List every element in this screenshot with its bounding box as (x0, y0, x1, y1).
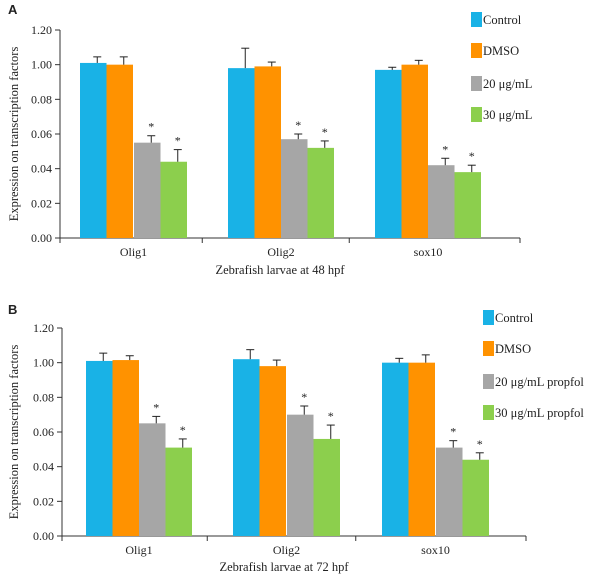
bar (436, 447, 463, 536)
bar (307, 147, 334, 238)
bar (382, 362, 409, 536)
bar (254, 66, 281, 239)
y-axis-title: Expression on transcription factors (7, 345, 21, 520)
y-tick-label: 0.08 (31, 92, 52, 106)
significance-star: * (450, 425, 456, 439)
bar (428, 165, 455, 238)
panel-letter: B (8, 302, 17, 317)
x-tick-label: sox10 (421, 543, 450, 557)
bar (80, 62, 107, 238)
bar (259, 366, 286, 536)
significance-star: * (469, 149, 475, 163)
y-tick-label: 0.02 (33, 494, 54, 508)
bar (112, 360, 139, 536)
legend-swatch (483, 405, 494, 420)
bar (134, 142, 161, 238)
bar (106, 64, 133, 239)
significance-star: * (477, 437, 483, 451)
y-tick-label: 1.20 (33, 321, 54, 335)
bar (86, 360, 113, 536)
legend-label: 30 μg/mL (483, 108, 532, 122)
significance-star: * (295, 118, 301, 132)
bar (165, 447, 192, 536)
bar (454, 172, 481, 238)
y-tick-label: 0.06 (33, 425, 54, 439)
bar (233, 359, 260, 536)
legend: Control DMSO 20 μg/mL propfol 30 μg/mL prop… (483, 310, 584, 420)
bar (462, 459, 489, 536)
y-tick-label: 0.04 (33, 460, 54, 474)
legend-swatch (471, 107, 482, 122)
bar (287, 414, 314, 536)
significance-star: * (301, 390, 307, 404)
significance-star: * (328, 409, 334, 423)
legend-swatch (483, 374, 494, 389)
legend-label: 20 μg/mL (483, 77, 532, 91)
legend: Control DMSO 20 μg/mL 30 μg/mL (471, 12, 532, 122)
y-tick-label: 1.00 (33, 356, 54, 370)
y-tick-label: 1.20 (31, 23, 52, 37)
y-tick-label: 0.08 (33, 390, 54, 404)
bar (375, 69, 402, 238)
legend-label: Control (483, 13, 522, 27)
x-tick-label: Olig2 (273, 543, 300, 557)
significance-star: * (175, 134, 181, 148)
legend-label: Control (495, 311, 534, 325)
bar (281, 139, 308, 238)
significance-star: * (153, 400, 159, 414)
legend-swatch (483, 310, 494, 325)
bar (408, 362, 435, 536)
bar (139, 423, 166, 536)
x-axis-title: Zebrafish larvae at 72 hpf (219, 560, 349, 574)
legend-swatch (471, 12, 482, 27)
legend-swatch (471, 43, 482, 58)
legend-label: 30 μg/mL propfol (495, 406, 584, 420)
y-tick-label: 0.00 (33, 529, 54, 543)
legend-swatch (483, 341, 494, 356)
bar (160, 161, 187, 238)
significance-star: * (322, 125, 328, 139)
legend-label: DMSO (495, 342, 531, 356)
x-tick-label: sox10 (414, 245, 443, 259)
x-tick-label: Olig1 (120, 245, 147, 259)
chart-panel-a: A 0.00 0.02 0.04 0.06 0.08 1.00 1.20 * * Olig1 * * Ol… (7, 2, 532, 277)
significance-star: * (180, 423, 186, 437)
bar (228, 68, 255, 238)
x-tick-label: Olig2 (267, 245, 294, 259)
legend-swatch (471, 76, 482, 91)
x-axis-title: Zebrafish larvae at 48 hpf (215, 263, 345, 277)
y-tick-label: 1.00 (31, 58, 52, 72)
bar (401, 64, 428, 239)
significance-star: * (148, 120, 154, 134)
legend-label: DMSO (483, 44, 519, 58)
y-tick-label: 0.06 (31, 127, 52, 141)
panel-letter: A (8, 2, 18, 17)
legend-label: 20 μg/mL propfol (495, 375, 584, 389)
x-tick-label: Olig1 (125, 543, 152, 557)
y-tick-label: 0.02 (31, 196, 52, 210)
significance-star: * (442, 142, 448, 156)
y-axis-title: Expression on transcription factors (7, 47, 21, 222)
bar (313, 438, 340, 536)
y-tick-label: 0.00 (31, 231, 52, 245)
chart-panel-b: B 0.00 0.02 0.04 0.06 0.08 1.00 1.20 * * Olig1 * * Ol… (7, 302, 584, 574)
y-tick-label: 0.04 (31, 162, 52, 176)
